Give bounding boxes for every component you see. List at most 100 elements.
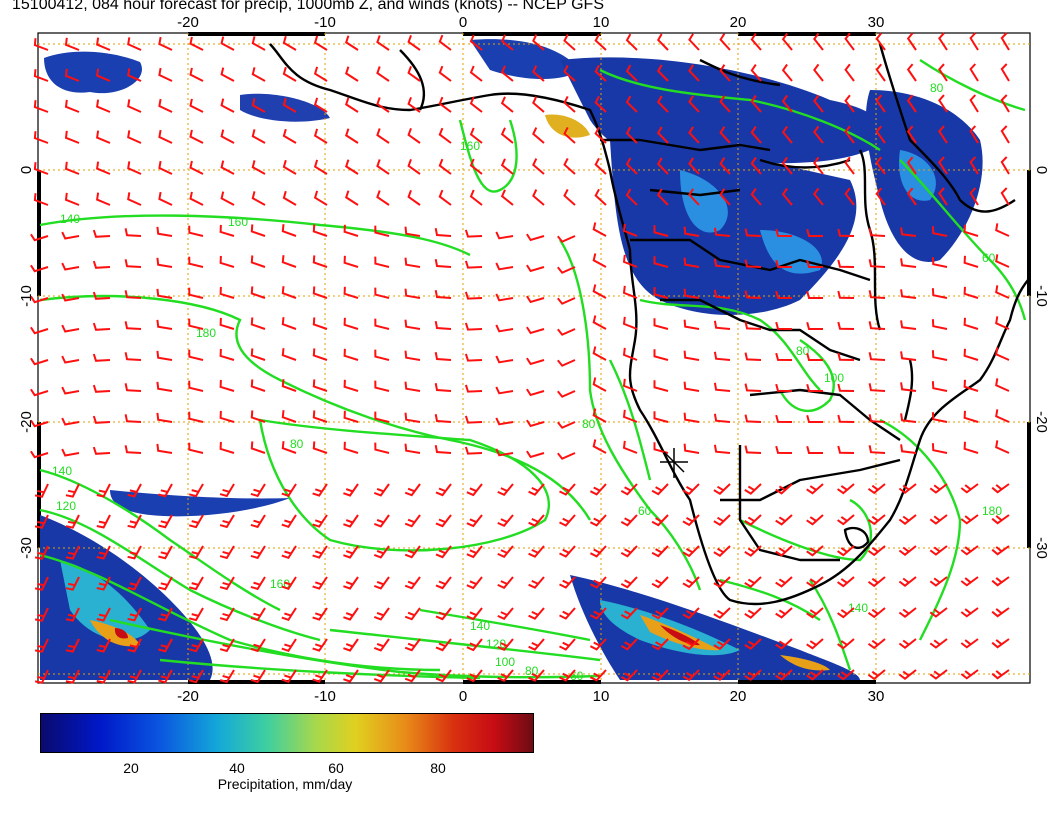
wind-barb (969, 125, 979, 144)
wind-barb (33, 193, 49, 206)
wind-barb (806, 483, 824, 495)
wind-barb (373, 483, 390, 497)
wind-barb (875, 32, 886, 51)
wind-barb (837, 228, 855, 237)
wind-barb (806, 607, 824, 619)
wind-barb (497, 545, 514, 559)
wind-barb (96, 514, 111, 529)
wind-barb (594, 95, 607, 113)
wind-barb (713, 638, 731, 650)
wind-barb (960, 607, 979, 618)
wind-barb (312, 514, 328, 528)
wind-barb (651, 483, 669, 496)
wind-barb (464, 415, 483, 424)
wind-barb (651, 576, 669, 589)
wind-barb (651, 514, 669, 527)
wind-barb (497, 638, 514, 652)
wind-barb (532, 34, 545, 51)
wind-barb (464, 446, 483, 455)
wind-barb (30, 233, 49, 242)
wind-barb (813, 187, 824, 206)
wind-barb (900, 227, 917, 237)
wind-barb (464, 291, 483, 300)
wind-barb (781, 32, 793, 51)
wind-barb (404, 381, 421, 392)
wind-barb (806, 228, 823, 237)
wind-barb (345, 35, 359, 51)
wind-barb (592, 253, 607, 268)
lat-tick-label: -30 (1033, 537, 1050, 559)
wind-barb (620, 576, 638, 589)
wind-barb (837, 383, 855, 392)
wind-barb (844, 187, 855, 206)
wind-barb (64, 99, 80, 113)
wind-barb (34, 607, 49, 622)
wind-barb (250, 576, 266, 591)
wind-barb (464, 353, 483, 362)
wind-barb (589, 545, 607, 558)
wind-barb (435, 545, 452, 559)
wind-barb (744, 228, 762, 237)
wind-barb (868, 414, 886, 423)
wind-barb (281, 348, 297, 361)
wind-barb (434, 290, 452, 299)
wind-barb (374, 442, 390, 454)
wind-barb (744, 352, 762, 361)
wind-barb (343, 483, 359, 497)
wind-barb (837, 669, 855, 681)
wind-barb (900, 382, 917, 392)
wind-barb (281, 379, 297, 392)
wind-barb (557, 359, 576, 367)
wind-barb (33, 162, 49, 175)
wind-barb (806, 638, 824, 650)
wind-barb (34, 545, 49, 560)
wind-barb (343, 669, 359, 683)
wind-barb (374, 225, 390, 237)
lat-labels-right: 0 -10 -20 -30 (1033, 166, 1050, 559)
wind-barb (312, 483, 328, 497)
wind-barb (313, 128, 328, 144)
wind-barb (526, 388, 545, 397)
wind-barb (466, 514, 483, 528)
wind-barb (156, 288, 173, 299)
wind-barb (559, 607, 576, 620)
wind-barb (960, 545, 979, 556)
wind-barb (404, 514, 421, 528)
wind-barb (960, 483, 979, 494)
wind-barb (156, 381, 173, 392)
wind-barb (250, 286, 266, 299)
wind-barb (775, 669, 793, 681)
wind-barb (61, 355, 80, 364)
contour-label: 100 (824, 371, 844, 385)
wind-barb (875, 63, 886, 82)
wind-barb (92, 415, 111, 424)
wind-barb (33, 69, 49, 82)
contour-label: 140 (470, 619, 490, 633)
wind-barb (559, 545, 576, 558)
wind-barb (653, 287, 669, 299)
wind-barb (127, 68, 142, 82)
wind-barb (188, 256, 204, 268)
wind-barb (313, 35, 328, 51)
wind-barb (559, 483, 576, 496)
wind-barb (469, 96, 483, 113)
wind-barb (469, 189, 483, 206)
wind-barb (61, 324, 80, 333)
wind-barb (438, 65, 452, 82)
wind-barb (931, 226, 948, 237)
wind-barb (373, 576, 390, 590)
wind-barb (219, 410, 235, 423)
wind-barb (528, 576, 545, 589)
wind-barb (900, 289, 917, 299)
wind-barb (495, 262, 514, 271)
wind-barb (404, 483, 421, 497)
wind-barb (900, 258, 917, 268)
wind-barb (526, 450, 545, 459)
wind-barb (868, 321, 886, 330)
wind-barb (713, 320, 731, 330)
wind-barb (622, 409, 638, 423)
colorbar-label: 20 (123, 760, 139, 776)
wind-barb (995, 409, 1010, 423)
wind-barb (719, 188, 731, 206)
wind-barb (651, 545, 669, 558)
